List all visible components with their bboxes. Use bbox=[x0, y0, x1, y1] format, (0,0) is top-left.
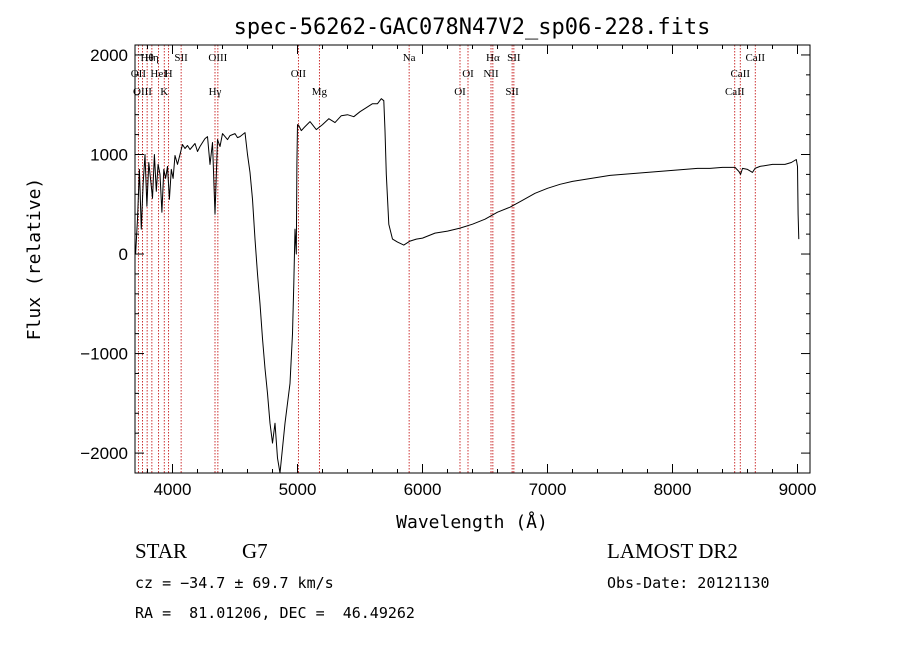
line-annotation: OIII bbox=[208, 52, 227, 64]
object-subclass: G7 bbox=[242, 539, 268, 563]
observation-date: Obs-Date: 20121130 bbox=[607, 574, 770, 592]
line-annotation: HeI bbox=[150, 68, 167, 80]
x-tick-label: 5000 bbox=[279, 480, 317, 499]
line-annotation: K bbox=[160, 86, 168, 98]
line-annotation: SII bbox=[505, 86, 519, 98]
line-annotation: OIII bbox=[133, 86, 152, 98]
sky-coordinates: RA = 81.01206, DEC = 46.49262 bbox=[135, 604, 415, 622]
line-annotation: OII bbox=[291, 68, 307, 80]
spectrum-line bbox=[135, 98, 800, 474]
line-annotation: Na bbox=[403, 52, 416, 64]
line-annotation: CaII bbox=[725, 86, 745, 98]
x-tick-label: 8000 bbox=[654, 480, 692, 499]
line-annotation: OI bbox=[454, 86, 466, 98]
y-tick-label: 0 bbox=[119, 245, 128, 264]
x-tick-label: 9000 bbox=[779, 480, 817, 499]
y-tick-label: 1000 bbox=[90, 145, 128, 164]
line-annotation: Mg bbox=[312, 86, 328, 98]
line-annotation: H bbox=[165, 68, 173, 80]
spectrum-series bbox=[135, 98, 800, 474]
x-tick-label: 7000 bbox=[529, 480, 567, 499]
chart-title: spec-56262-GAC078N47V2_sp06-228.fits bbox=[234, 15, 711, 40]
line-annotation: CaII bbox=[730, 68, 750, 80]
x-tick-label: 4000 bbox=[154, 480, 192, 499]
survey-label: LAMOST DR2 bbox=[607, 539, 738, 563]
y-axis-label: Flux (relative) bbox=[24, 178, 45, 341]
line-annotations: HθOIIOIIIHηHeIKSIIHHγOIIIOIIMgNaOIOIHαNI… bbox=[131, 52, 766, 98]
line-annotation: Hη bbox=[145, 52, 159, 64]
line-annotation: SII bbox=[507, 52, 521, 64]
redshift-velocity: cz = −34.7 ± 69.7 km/s bbox=[135, 574, 334, 592]
line-annotation: CaII bbox=[745, 52, 765, 64]
x-tick-label: 6000 bbox=[404, 480, 442, 499]
y-tick-label: −2000 bbox=[80, 444, 128, 463]
y-tick-label: −1000 bbox=[80, 345, 128, 364]
line-annotation: Hα bbox=[486, 52, 500, 64]
line-annotation: OI bbox=[462, 68, 474, 80]
y-tick-label: 2000 bbox=[90, 46, 128, 65]
line-annotation: SII bbox=[174, 52, 188, 64]
line-annotation: Hγ bbox=[209, 86, 222, 98]
object-class: STAR bbox=[135, 539, 187, 563]
x-axis-label: Wavelength (Å) bbox=[396, 511, 548, 533]
y-axis-ticks: −2000 −1000 0 1000 2000 bbox=[80, 46, 810, 463]
line-markers bbox=[137, 45, 756, 473]
plot-frame bbox=[134, 44, 811, 474]
line-annotation: NII bbox=[483, 68, 499, 80]
line-annotation: OII bbox=[131, 68, 147, 80]
x-axis-ticks: 4000 5000 6000 7000 8000 9000 bbox=[147, 45, 817, 499]
